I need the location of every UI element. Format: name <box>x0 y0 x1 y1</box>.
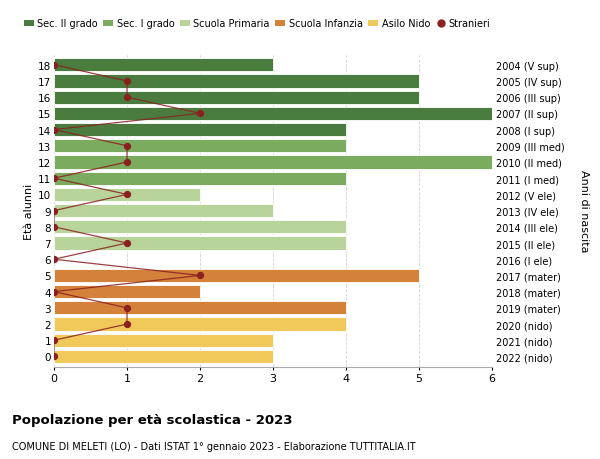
Bar <box>54 205 273 218</box>
Bar <box>54 334 273 347</box>
Point <box>195 111 205 118</box>
Bar <box>54 123 346 137</box>
Point <box>49 256 59 263</box>
Bar <box>54 188 200 202</box>
Point <box>122 191 132 199</box>
Point <box>195 272 205 280</box>
Y-axis label: Età alunni: Età alunni <box>24 183 34 239</box>
Point <box>49 224 59 231</box>
Point <box>122 78 132 85</box>
Text: Popolazione per età scolastica - 2023: Popolazione per età scolastica - 2023 <box>12 413 293 426</box>
Text: COMUNE DI MELETI (LO) - Dati ISTAT 1° gennaio 2023 - Elaborazione TUTTITALIA.IT: COMUNE DI MELETI (LO) - Dati ISTAT 1° ge… <box>12 441 416 451</box>
Point <box>49 288 59 296</box>
Point <box>49 353 59 360</box>
Bar <box>54 140 346 153</box>
Bar <box>54 302 346 315</box>
Point <box>49 175 59 183</box>
Point <box>49 62 59 69</box>
Bar <box>54 350 273 364</box>
Bar <box>54 172 346 185</box>
Point <box>122 94 132 101</box>
Y-axis label: Anni di nascita: Anni di nascita <box>579 170 589 252</box>
Bar <box>54 221 346 234</box>
Bar <box>54 107 492 121</box>
Bar <box>54 318 346 331</box>
Bar <box>54 269 419 282</box>
Point <box>122 159 132 166</box>
Bar <box>54 59 273 72</box>
Bar <box>54 91 419 105</box>
Legend: Sec. II grado, Sec. I grado, Scuola Primaria, Scuola Infanzia, Asilo Nido, Stran: Sec. II grado, Sec. I grado, Scuola Prim… <box>24 19 491 29</box>
Point <box>49 207 59 215</box>
Point <box>122 321 132 328</box>
Bar <box>54 75 419 89</box>
Point <box>49 337 59 344</box>
Bar <box>54 237 346 250</box>
Point <box>122 240 132 247</box>
Point <box>122 304 132 312</box>
Bar <box>54 285 200 299</box>
Bar <box>54 156 492 169</box>
Point <box>49 127 59 134</box>
Point <box>122 143 132 150</box>
